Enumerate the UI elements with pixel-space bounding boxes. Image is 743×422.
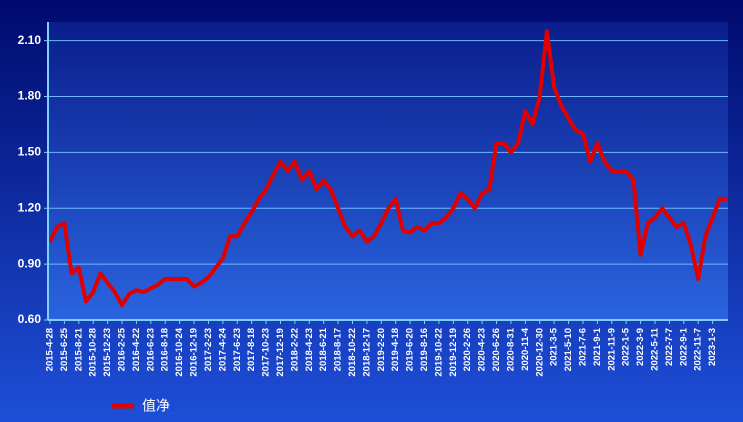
x-tick-label: 2020-8-31 (505, 327, 516, 371)
x-tick-label: 2021-11-9 (606, 328, 617, 371)
x-tick-label: 2019-6-20 (405, 328, 416, 371)
y-tick-label: 1.20 (18, 200, 42, 214)
y-tick-label: 0.90 (18, 256, 42, 270)
x-tick-label: 2019-2-20 (376, 328, 387, 371)
x-tick-label: 2018-4-23 (304, 328, 315, 371)
x-tick-label: 2021-7-6 (577, 328, 588, 366)
x-tick-label: 2021-9-1 (592, 327, 603, 366)
x-tick-label: 2018-8-17 (333, 328, 344, 371)
x-tick-label: 2018-2-22 (289, 328, 300, 371)
x-tick-label: 2021-5-10 (563, 328, 574, 371)
x-tick-label: 2017-4-24 (217, 327, 228, 371)
x-tick-label: 2018-12-17 (361, 328, 372, 377)
x-tick-label: 2020-12-30 (534, 328, 545, 377)
x-tick-label: 2017-8-18 (246, 328, 257, 371)
x-tick-label: 2016-10-24 (174, 327, 185, 376)
x-tick-label: 2022-7-7 (664, 328, 675, 366)
x-tick-label: 2022-1-5 (621, 327, 632, 366)
x-tick-label: 2016-6-23 (145, 328, 156, 371)
x-tick-label: 2020-4-23 (477, 328, 488, 371)
x-tick-label: 2015-10-28 (88, 328, 99, 377)
x-tick-label: 2015-8-21 (73, 327, 84, 371)
x-tick-label: 2015-4-28 (45, 328, 56, 371)
x-tick-label: 2019-4-18 (390, 328, 401, 371)
series-line (48, 29, 727, 308)
x-tick-label: 2022-3-9 (635, 328, 646, 366)
x-tick-label: 2018-6-21 (318, 327, 329, 371)
x-tick-label: 2021-3-5 (549, 327, 560, 366)
y-tick-label: 2.10 (18, 33, 42, 47)
x-tick-label: 2022-5-11 (649, 327, 660, 371)
x-tick-label: 2022-11-7 (693, 328, 704, 371)
x-tick-label: 2017-10-23 (261, 328, 272, 377)
x-tick-label: 2016-2-25 (117, 327, 128, 371)
x-tick-label: 2016-8-18 (160, 328, 171, 371)
x-tick-label: 2017-6-23 (232, 328, 243, 371)
x-tick-label: 2016-12-19 (189, 328, 200, 377)
x-tick-label: 2019-8-16 (419, 328, 430, 371)
y-tick-label: 1.80 (18, 89, 42, 103)
x-tick-label: 2019-10-22 (433, 328, 444, 377)
x-tick-label: 2020-2-26 (462, 328, 473, 371)
x-tick-label: 2017-2-23 (203, 328, 214, 371)
x-tick-label: 2015-6-25 (59, 327, 70, 371)
legend-label: 值净 (142, 398, 170, 414)
y-tick-label: 0.60 (18, 312, 42, 326)
x-tick-label: 2018-10-22 (347, 328, 358, 377)
x-tick-label: 2015-12-23 (102, 328, 113, 377)
x-tick-label: 2020-6-26 (491, 328, 502, 371)
x-tick-label: 2023-1-3 (707, 328, 718, 366)
x-tick-label: 2020-11-4 (520, 327, 531, 371)
y-tick-label: 1.50 (18, 145, 42, 159)
x-tick-label: 2016-4-22 (131, 328, 142, 371)
x-tick-label: 2019-12-19 (448, 328, 459, 377)
x-tick-label: 2022-9-1 (678, 327, 689, 366)
x-tick-label: 2017-12-19 (275, 328, 286, 377)
